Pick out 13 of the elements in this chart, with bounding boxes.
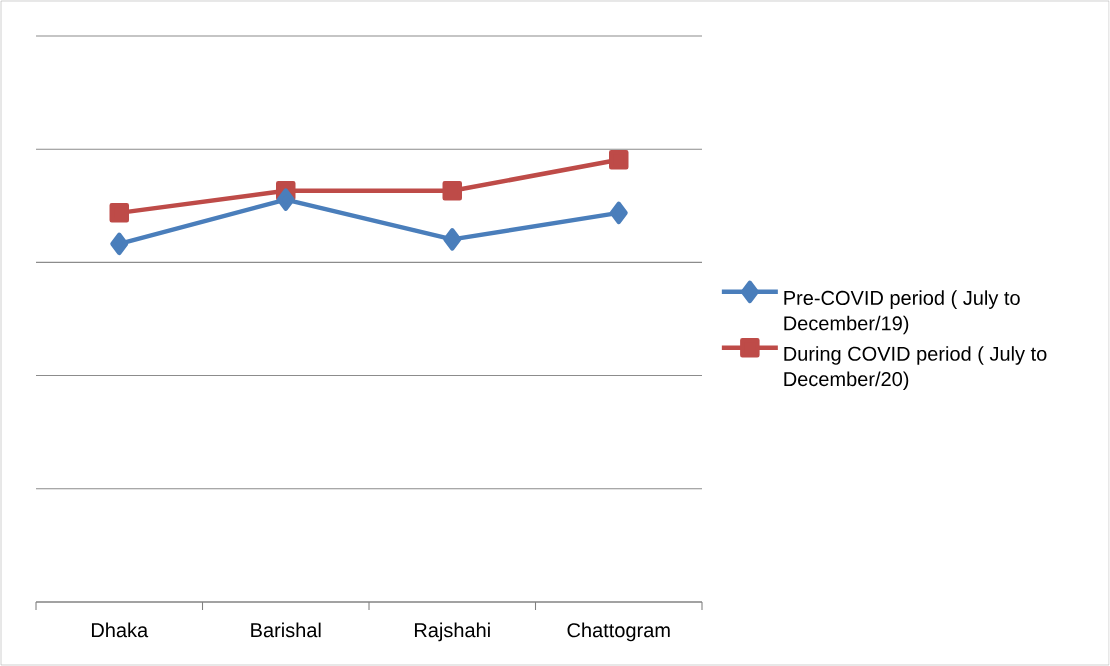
point [609, 150, 629, 170]
point [609, 201, 628, 225]
x-tick-label: Dhaka [91, 622, 149, 638]
point [442, 181, 463, 201]
x-tick-label: Rajshahi [414, 622, 490, 642]
point [109, 203, 130, 223]
x-tick-label: Chattogram [567, 622, 670, 642]
point [110, 232, 129, 256]
x-tick-label: Barishal [251, 622, 321, 638]
point [443, 228, 462, 251]
point [276, 188, 295, 211]
legend-label: Pre-COVID period ( July to December/19) [784, 290, 1020, 335]
legend-label: During COVID period ( July to December/20) [784, 346, 1047, 391]
